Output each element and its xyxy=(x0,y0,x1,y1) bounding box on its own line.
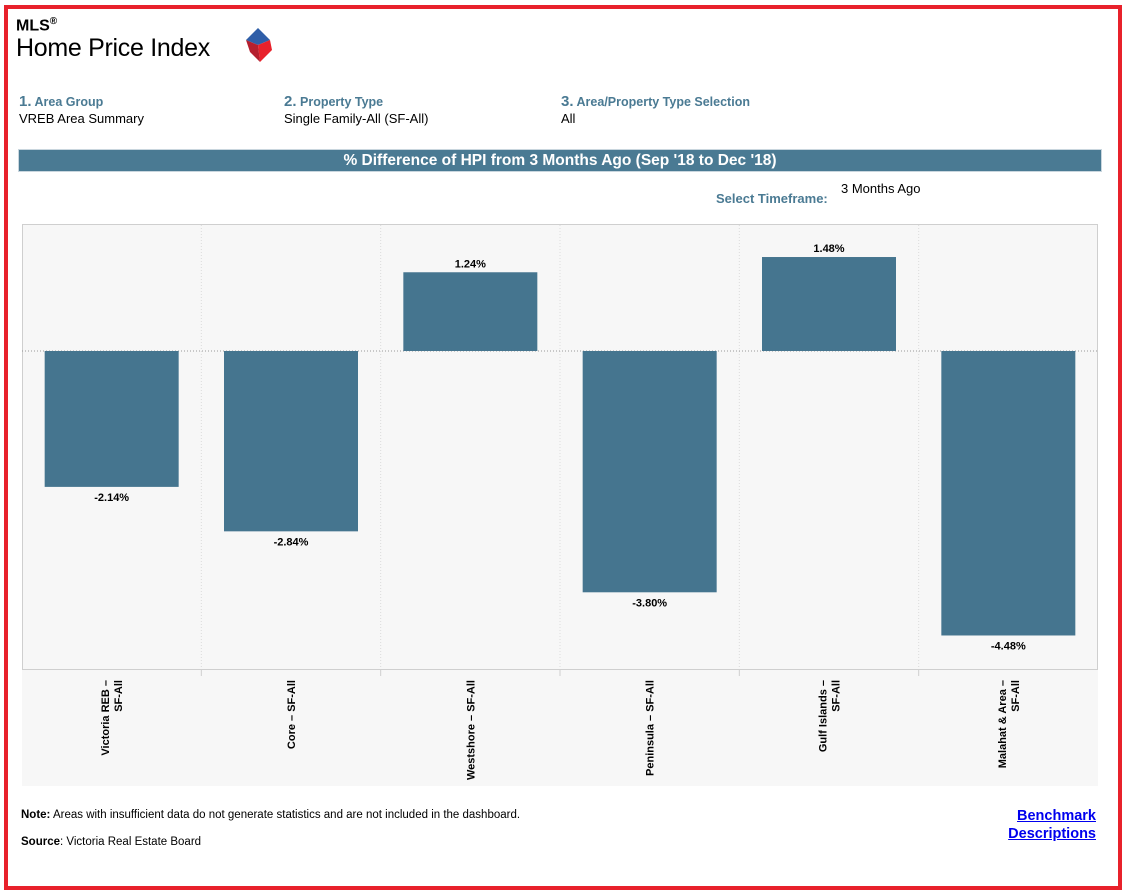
note-label: Note: xyxy=(21,809,51,821)
benchmark-descriptions-link[interactable]: Benchmark Descriptions xyxy=(1000,807,1096,843)
dashboard-frame xyxy=(4,5,1122,890)
filter-number: 3. xyxy=(561,93,574,110)
filter-label: Property Type xyxy=(300,95,384,109)
source-text: : Victoria Real Estate Board xyxy=(60,836,202,848)
note-text: Areas with insufficient data do not gene… xyxy=(50,809,521,821)
filter-property-type[interactable]: 2. Property Type Single Family-All (SF-A… xyxy=(284,93,428,126)
logo-title: Home Price Index xyxy=(16,34,210,63)
chart-x-axis-area xyxy=(22,670,1098,786)
chart-plot-area xyxy=(22,224,1098,670)
mls-hpi-logo: MLS® Home Price Index xyxy=(16,14,272,63)
filter-value: All xyxy=(561,111,576,126)
footer-note: Note: Areas with insufficient data do no… xyxy=(21,809,520,821)
filter-area-group[interactable]: 1. Area Group VREB Area Summary xyxy=(19,93,144,126)
filter-label: Area Group xyxy=(34,95,104,109)
timeframe-label: Select Timeframe: xyxy=(716,191,828,206)
filter-label: Area/Property Type Selection xyxy=(576,95,750,109)
filter-value: Single Family-All (SF-All) xyxy=(284,111,429,126)
source-label: Source xyxy=(21,836,60,848)
logo-mls-text: MLS xyxy=(16,17,50,35)
link-line-1: Benchmark xyxy=(1017,808,1096,824)
diamond-logo-icon xyxy=(246,28,272,62)
timeframe-selector[interactable]: 3 Months Ago xyxy=(841,181,921,196)
logo-registered-mark: ® xyxy=(49,16,58,27)
footer-source: Source: Victoria Real Estate Board xyxy=(21,836,201,848)
chart-title: % Difference of HPI from 3 Months Ago (S… xyxy=(18,149,1102,172)
filter-area-property-selection[interactable]: 3. Area/Property Type Selection All xyxy=(561,93,750,126)
filter-number: 2. xyxy=(284,93,297,110)
link-line-2: Descriptions xyxy=(1008,826,1096,842)
filter-value: VREB Area Summary xyxy=(19,111,144,126)
filter-number: 1. xyxy=(19,93,32,110)
